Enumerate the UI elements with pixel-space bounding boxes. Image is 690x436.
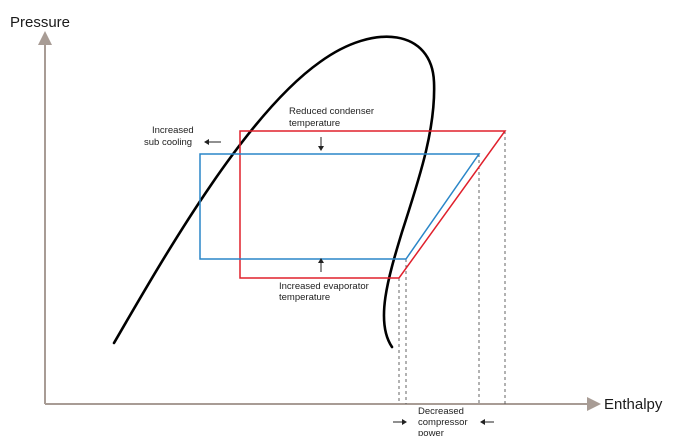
y-axis-title: Pressure bbox=[10, 14, 70, 31]
condenser-label-line1: Reduced condenser bbox=[289, 106, 374, 117]
saturation-dome-curve bbox=[112, 35, 436, 349]
evaporator-annotation: Increased evaporator temperature bbox=[279, 258, 369, 303]
improved-cycle bbox=[199, 153, 481, 260]
up-arrow-icon bbox=[318, 258, 324, 272]
x-axis-title: Enthalpy bbox=[604, 396, 663, 413]
right-arrow-icon bbox=[393, 419, 407, 425]
subcooling-annotation: Increased sub cooling bbox=[144, 125, 221, 148]
evaporator-label-line1: Increased evaporator bbox=[279, 281, 369, 292]
condenser-label-line2: temperature bbox=[289, 118, 340, 129]
evaporator-label-line2: temperature bbox=[279, 292, 330, 303]
left-arrow-icon bbox=[204, 139, 221, 145]
subcooling-label-line2: sub cooling bbox=[144, 137, 192, 148]
original-cycle bbox=[239, 130, 507, 279]
subcooling-label-line1: Increased bbox=[152, 125, 194, 136]
dashed-guides bbox=[398, 131, 506, 404]
compressor-label-line1: Decreased bbox=[418, 406, 464, 417]
down-arrow-icon bbox=[318, 137, 324, 151]
compressor-annotation: Decreased compressor power bbox=[393, 406, 494, 436]
left-arrow-icon bbox=[480, 419, 494, 425]
condenser-annotation: Reduced condenser temperature bbox=[289, 106, 374, 151]
compressor-label-line3: power bbox=[418, 428, 444, 436]
compressor-label-line2: compressor bbox=[418, 417, 468, 428]
